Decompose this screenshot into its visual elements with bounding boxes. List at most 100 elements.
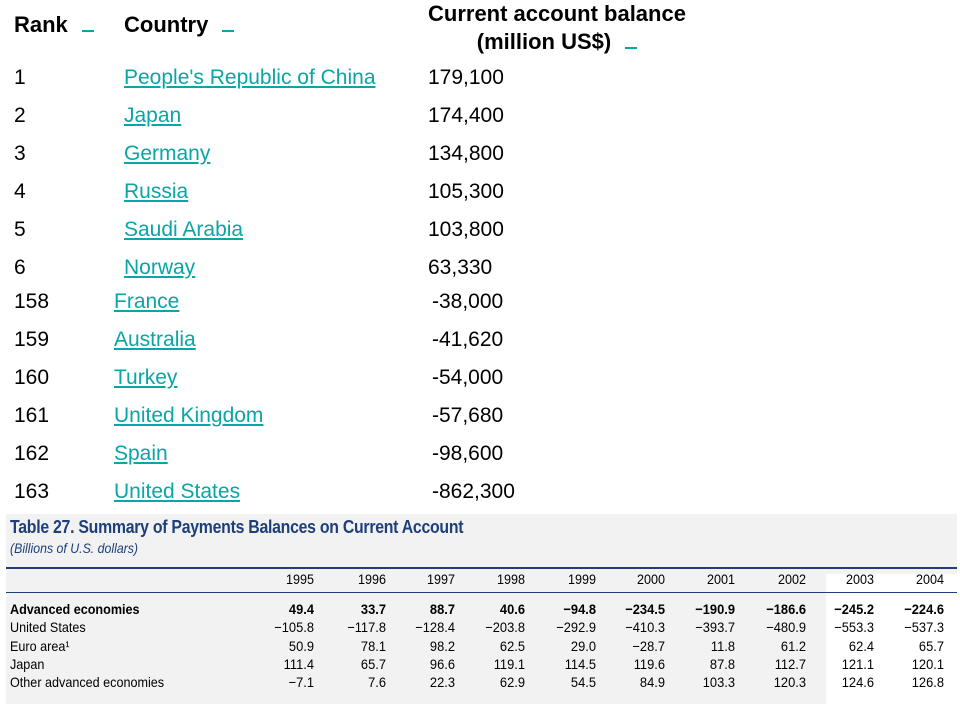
value-cell: −117.8 [347,619,386,636]
year-header: 1998 [496,571,525,587]
value-cell: −128.4 [415,619,455,636]
value-cell: 40.6 [499,601,525,617]
rank-cell: 158 [14,290,50,313]
value-cell: 112.7 [774,655,806,672]
value-cell: 98.2 [429,637,455,654]
value-cell: 84.9 [639,674,665,691]
row-label: Other advanced economies [10,674,165,691]
year-header: 2001 [706,571,735,587]
value-cell: 62.9 [499,674,525,691]
country-link[interactable]: Russia [124,180,189,203]
rank-header: Rank [14,12,94,38]
balance-header-line1: Current account balance [428,1,686,26]
table-row: 4 Russia 105,300 [0,180,700,218]
year-header: 1999 [567,571,596,587]
year-header: 1995 [285,571,314,587]
value-cell: −553.3 [834,619,874,636]
value-cell: 49.4 [288,601,314,617]
value-cell: 120.3 [773,674,806,691]
value-cell: 119.6 [633,655,665,672]
year-header: 2004 [915,571,944,587]
country-underscore [222,16,235,32]
balance-cell: -862,300 [432,480,515,503]
value-cell: −393.7 [695,619,735,636]
value-cell: −537.3 [904,619,944,636]
balance-cell: 134,800 [428,142,504,165]
value-cell: −480.9 [766,619,806,636]
country-link[interactable]: Japan [124,104,182,127]
country-link[interactable]: United States [114,480,241,503]
rank-cell: 161 [14,404,50,427]
value-cell: 62.5 [499,637,525,654]
value-cell: −105.8 [274,619,314,636]
value-cell: 54.5 [570,674,596,691]
balance-cell: -98,600 [432,442,504,465]
year-header: 1997 [426,571,455,587]
value-cell: 88.7 [429,601,455,617]
balance-cell: 179,100 [428,66,504,89]
country-link[interactable]: Saudi Arabia [124,218,244,241]
table-row: 6 Norway 63,330 [0,256,700,294]
value-cell: 103.3 [702,674,735,691]
value-cell: −224.6 [904,601,944,617]
value-cell: −245.2 [834,601,874,617]
balance-cell: -54,000 [432,366,504,389]
country-link[interactable]: United Kingdom [114,404,264,427]
balance-cell: -41,620 [432,328,504,351]
value-cell: 111.4 [283,655,314,672]
year-header: 1996 [357,571,386,587]
value-cell: −7.1 [288,674,314,691]
country-header: Country [124,12,235,38]
country-link[interactable]: Turkey [114,366,178,389]
value-cell: −94.8 [563,601,596,617]
table-27-row: Advanced economies 49.4 33.7 88.7 40.6 −94.8 −… [6,601,957,619]
table-27-image: Table 27. Summary of Payments Balances o… [6,514,957,704]
year-header: 2003 [845,571,874,587]
table-row: 1 People's Republic of China 179,100 [0,66,700,104]
table-top-rule [6,567,957,569]
value-cell: −186.6 [766,601,806,617]
value-cell: 61.2 [780,637,806,654]
rank-cell: 162 [14,442,50,465]
table-header-rule [6,592,957,593]
table-27-row: Euro area¹ 50.9 78.1 98.2 62.5 29.0 −28.7 11.8 6… [6,638,957,656]
value-cell: −410.3 [625,619,665,636]
rank-cell: 6 [14,256,26,279]
balance-cell: 105,300 [428,180,504,203]
country-link[interactable]: People's Republic of China [124,66,376,89]
value-cell: 11.8 [710,637,735,654]
balance-cell: 63,330 [428,256,493,279]
value-cell: 7.6 [368,674,386,691]
rank-cell: 160 [14,366,50,389]
rank-cell: 163 [14,480,50,503]
value-cell: −190.9 [695,601,735,617]
rank-cell: 159 [14,328,50,351]
country-link[interactable]: France [114,290,180,313]
country-link[interactable]: Australia [114,328,196,351]
country-link[interactable]: Germany [124,142,211,165]
rank-cell: 5 [14,218,26,241]
value-cell: 121.1 [841,655,874,672]
country-link[interactable]: Spain [114,442,168,465]
value-cell: 29.0 [570,637,596,654]
rank-cell: 4 [14,180,26,203]
value-cell: 50.9 [288,637,314,654]
value-cell: 62.4 [848,637,874,654]
value-cell: −203.8 [485,619,525,636]
value-cell: −292.9 [556,619,596,636]
value-cell: 22.3 [429,674,455,691]
value-cell: 124.6 [841,674,874,691]
table-row: 2 Japan 174,400 [0,104,700,142]
table-row: 3 Germany 134,800 [0,142,700,180]
country-link[interactable]: Norway [124,256,196,279]
value-cell: 96.6 [429,655,455,672]
table-row: 159 Australia -41,620 [0,328,700,366]
value-cell: 119.1 [493,655,525,672]
table-row: 162 Spain -98,600 [0,442,700,480]
value-cell: 126.8 [911,674,944,691]
row-label: United States [10,619,86,636]
value-cell: 33.7 [360,601,386,617]
rank-cell: 2 [14,104,26,127]
table-row: 5 Saudi Arabia 103,800 [0,218,700,256]
balance-cell: -57,680 [432,404,504,427]
